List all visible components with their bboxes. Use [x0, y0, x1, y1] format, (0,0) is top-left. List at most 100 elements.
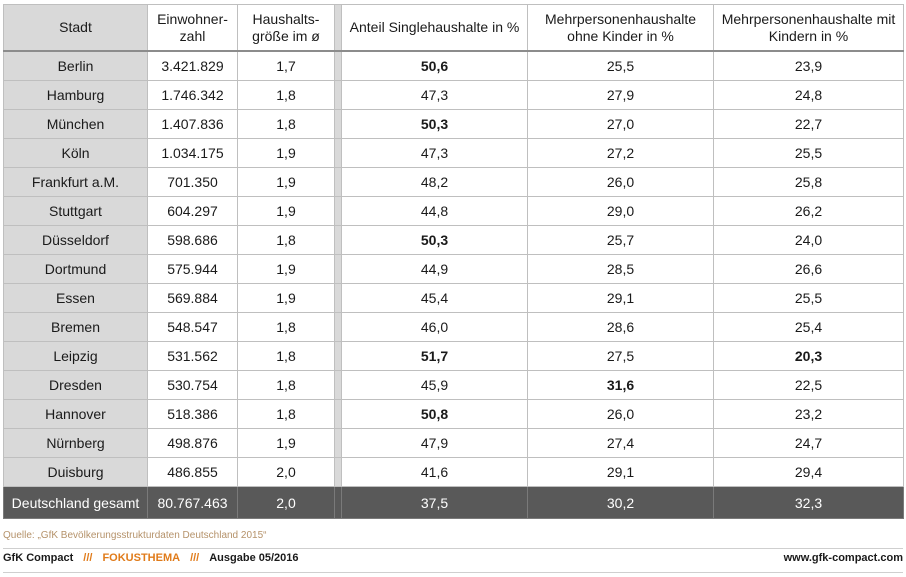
- footer-url[interactable]: www.gfk-compact.com: [783, 552, 903, 564]
- cell-city: Düsseldorf: [3, 225, 148, 255]
- footer-divider: [3, 548, 903, 549]
- header-city: Stadt: [3, 4, 148, 52]
- cell-city: München: [3, 109, 148, 139]
- cell-single: 50,3: [341, 225, 528, 255]
- footer-topic: FOKUSTHEMA: [102, 552, 181, 564]
- cell-household-size: 1,9: [237, 254, 335, 284]
- column-divider: [334, 4, 342, 52]
- cell-single: 47,3: [341, 138, 528, 168]
- table-row: Duisburg 486.855 2,0 41,6 29,1 29,4: [3, 457, 904, 487]
- table-row: Essen 569.884 1,9 45,4 29,1 25,5: [3, 283, 904, 313]
- cell-population: 575.944: [147, 254, 238, 284]
- table-row: Bremen 548.547 1,8 46,0 28,6 25,4: [3, 312, 904, 342]
- column-divider: [334, 196, 342, 226]
- column-divider: [334, 225, 342, 255]
- cell-household-size: 1,8: [237, 341, 335, 371]
- household-structure-table: Stadt Einwohner-zahl Haushalts-größe im …: [3, 4, 904, 519]
- column-divider: [334, 312, 342, 342]
- table-row: Stuttgart 604.297 1,9 44,8 29,0 26,2: [3, 196, 904, 226]
- cell-household-size: 2,0: [237, 457, 335, 487]
- cell-multi-no-kids: 27,5: [527, 341, 714, 371]
- cell-city: Hannover: [3, 399, 148, 429]
- cell-single: 50,3: [341, 109, 528, 139]
- table-row: Köln 1.034.175 1,9 47,3 27,2 25,5: [3, 138, 904, 168]
- cell-city: Leipzig: [3, 341, 148, 371]
- cell-multi-no-kids: 29,0: [527, 196, 714, 226]
- cell-single: 45,9: [341, 370, 528, 400]
- cell-household-size: 1,8: [237, 370, 335, 400]
- cell-city: Dortmund: [3, 254, 148, 284]
- cell-single: 51,7: [341, 341, 528, 371]
- column-divider: [334, 254, 342, 284]
- header-multi-no-kids: Mehrpersonenhaushalte ohne Kinder in %: [527, 4, 714, 52]
- cell-multi-kids: 25,5: [713, 138, 904, 168]
- column-divider: [334, 457, 342, 487]
- cell-household-size: 1,8: [237, 312, 335, 342]
- column-divider: [334, 167, 342, 197]
- cell-multi-no-kids: 27,9: [527, 80, 714, 110]
- cell-multi-kids: 23,2: [713, 399, 904, 429]
- cell-single: 50,8: [341, 399, 528, 429]
- header-multi-kids: Mehrpersonenhaushalte mit Kindern in %: [713, 4, 904, 52]
- cell-population: 569.884: [147, 283, 238, 313]
- cell-population: 701.350: [147, 167, 238, 197]
- cell-multi-no-kids: 28,5: [527, 254, 714, 284]
- footer-brand: GfK Compact: [3, 552, 74, 564]
- cell-multi-kids: 26,6: [713, 254, 904, 284]
- table-body: Berlin 3.421.829 1,7 50,6 25,5 23,9 Hamburg 1.7…: [3, 50, 904, 519]
- table-row: Leipzig 531.562 1,8 51,7 27,5 20,3: [3, 341, 904, 371]
- cell-city: Nürnberg: [3, 428, 148, 458]
- cell-city: Deutschland gesamt: [3, 486, 148, 519]
- cell-single: 47,3: [341, 80, 528, 110]
- cell-household-size: 1,9: [237, 196, 335, 226]
- cell-city: Bremen: [3, 312, 148, 342]
- cell-multi-no-kids: 26,0: [527, 399, 714, 429]
- cell-single: 48,2: [341, 167, 528, 197]
- cell-multi-no-kids: 27,0: [527, 109, 714, 139]
- cell-multi-kids: 26,2: [713, 196, 904, 226]
- table-row: Hamburg 1.746.342 1,8 47,3 27,9 24,8: [3, 80, 904, 110]
- footer: GfK Compact /// FOKUSTHEMA /// Ausgabe 0…: [3, 552, 903, 564]
- cell-multi-no-kids: 30,2: [527, 486, 714, 519]
- cell-population: 486.855: [147, 457, 238, 487]
- header-single-share: Anteil Singlehaushalte in %: [341, 4, 528, 52]
- cell-population: 1.034.175: [147, 138, 238, 168]
- cell-multi-no-kids: 27,4: [527, 428, 714, 458]
- cell-multi-kids: 25,5: [713, 283, 904, 313]
- cell-population: 598.686: [147, 225, 238, 255]
- cell-population: 518.386: [147, 399, 238, 429]
- cell-household-size: 2,0: [237, 486, 335, 519]
- cell-single: 50,6: [341, 50, 528, 81]
- column-divider: [334, 428, 342, 458]
- cell-household-size: 1,9: [237, 138, 335, 168]
- cell-population: 531.562: [147, 341, 238, 371]
- column-divider: [334, 109, 342, 139]
- cell-population: 498.876: [147, 428, 238, 458]
- cell-multi-kids: 25,8: [713, 167, 904, 197]
- cell-population: 604.297: [147, 196, 238, 226]
- cell-single: 46,0: [341, 312, 528, 342]
- column-divider: [334, 341, 342, 371]
- table-row: München 1.407.836 1,8 50,3 27,0 22,7: [3, 109, 904, 139]
- bottom-divider: [3, 572, 903, 573]
- cell-single: 44,9: [341, 254, 528, 284]
- cell-household-size: 1,9: [237, 167, 335, 197]
- cell-city: Duisburg: [3, 457, 148, 487]
- cell-multi-kids: 22,7: [713, 109, 904, 139]
- table-row: Dresden 530.754 1,8 45,9 31,6 22,5: [3, 370, 904, 400]
- header-population: Einwohner-zahl: [147, 4, 238, 52]
- cell-multi-no-kids: 25,7: [527, 225, 714, 255]
- cell-city: Dresden: [3, 370, 148, 400]
- cell-population: 3.421.829: [147, 50, 238, 81]
- cell-single: 45,4: [341, 283, 528, 313]
- cell-population: 530.754: [147, 370, 238, 400]
- column-divider: [334, 399, 342, 429]
- cell-multi-no-kids: 25,5: [527, 50, 714, 81]
- cell-multi-kids: 24,0: [713, 225, 904, 255]
- cell-household-size: 1,8: [237, 80, 335, 110]
- column-divider: [334, 283, 342, 313]
- total-row: Deutschland gesamt 80.767.463 2,0 37,5 30,2 3…: [3, 486, 904, 519]
- cell-city: Stuttgart: [3, 196, 148, 226]
- cell-multi-kids: 32,3: [713, 486, 904, 519]
- cell-multi-kids: 29,4: [713, 457, 904, 487]
